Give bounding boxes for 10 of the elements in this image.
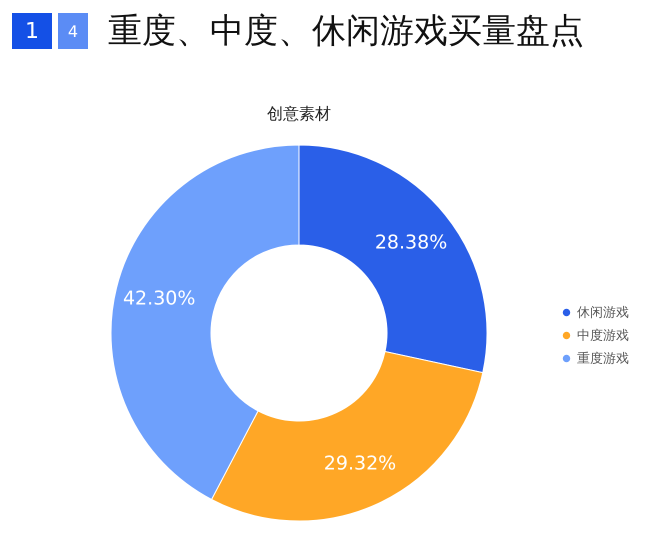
legend-label: 重度游戏 bbox=[577, 350, 629, 366]
legend-label: 休闲游戏 bbox=[577, 306, 629, 320]
text: 1 bbox=[12, 13, 52, 49]
text: 4 bbox=[58, 13, 88, 49]
legend-label: 中度游戏 bbox=[577, 328, 629, 344]
chart-title: 重度、中度、休闲游戏买量盘点 bbox=[108, 10, 584, 53]
data-label: 28.38% bbox=[374, 232, 448, 254]
data-label: 42.30% bbox=[122, 288, 196, 310]
data-label: 29.32% bbox=[324, 452, 396, 474]
chart-subtitle: 创意素材 bbox=[267, 104, 331, 123]
